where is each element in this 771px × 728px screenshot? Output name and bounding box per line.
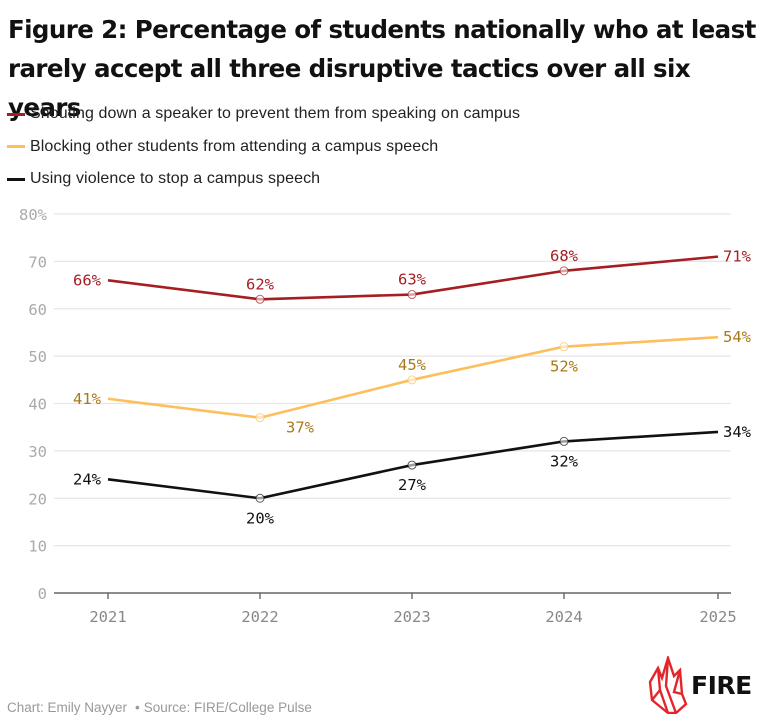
- x-tick-label: 2025: [699, 608, 736, 626]
- data-label: 20%: [246, 509, 275, 527]
- data-label: 41%: [73, 390, 102, 408]
- legend-label-blocking: Blocking other students from attending a…: [30, 137, 439, 155]
- x-tick-label: 2022: [241, 608, 278, 626]
- fire-logo: FIRE: [648, 656, 752, 714]
- data-label: 37%: [286, 419, 315, 437]
- y-tick-label: 10: [28, 538, 47, 556]
- gridlines: [54, 213, 731, 547]
- logo-text: FIRE: [691, 670, 752, 700]
- data-point: [407, 375, 417, 385]
- y-tick-label: 40: [28, 396, 47, 414]
- legend-swatch-blocking: [7, 145, 25, 149]
- source-credit: Source: FIRE/College Pulse: [143, 700, 312, 715]
- data-point: [407, 460, 417, 470]
- footer: Chart: Emily Nayyer • Source: FIRE/College…: [7, 700, 312, 715]
- data-point: [407, 290, 417, 300]
- data-labels: 66% 62% 63% 68% 71% 41% 37% 45% 52% 54% 24% 20% 27% 3…: [73, 247, 752, 527]
- data-label: 63%: [398, 271, 427, 289]
- y-tick-label: 30: [28, 443, 47, 461]
- data-label: 24%: [73, 470, 102, 488]
- legend-swatch-shouting: [7, 112, 25, 116]
- data-point: [559, 342, 569, 352]
- series-lines: [107, 255, 719, 503]
- footer-separator: •: [135, 700, 140, 715]
- flame-icon: [648, 656, 688, 714]
- data-label: 45%: [398, 356, 427, 374]
- chart-title: Figure 2: Percentage of students nationa…: [8, 15, 756, 122]
- y-tick-label: 50: [28, 348, 47, 366]
- data-point: [559, 436, 569, 446]
- data-label: 52%: [550, 358, 579, 376]
- data-point: [255, 413, 265, 423]
- data-label: 62%: [246, 275, 275, 293]
- legend-item-shouting: Shouting down a speaker to prevent them …: [7, 98, 520, 131]
- data-point: [255, 493, 265, 503]
- chart-credit: Chart: Emily Nayyer: [7, 700, 128, 715]
- data-point: [255, 294, 265, 304]
- legend-item-violence: Using violence to stop a campus speech: [7, 163, 520, 196]
- legend-label-violence: Using violence to stop a campus speech: [30, 170, 321, 188]
- data-label: 34%: [723, 423, 752, 441]
- y-tick-label: 70: [28, 253, 47, 271]
- y-tick-label: 0: [38, 585, 47, 603]
- data-point: [559, 266, 569, 276]
- legend-swatch-violence: [7, 177, 25, 181]
- y-axis-ticks: 0 10 20 30 40 50 60 70 80%: [19, 206, 48, 603]
- x-tick-label: 2024: [545, 608, 582, 626]
- data-label: 32%: [550, 452, 579, 470]
- y-tick-label: 20: [28, 490, 47, 508]
- legend-label-shouting: Shouting down a speaker to prevent them …: [30, 105, 521, 123]
- data-label: 66%: [73, 271, 102, 289]
- x-tick-label: 2023: [393, 608, 430, 626]
- data-label: 27%: [398, 476, 427, 494]
- data-label: 54%: [723, 328, 752, 346]
- legend: Shouting down a speaker to prevent them …: [7, 98, 520, 196]
- y-tick-label: 80%: [19, 206, 48, 224]
- data-label: 68%: [550, 247, 579, 265]
- x-tick-label: 2021: [89, 608, 126, 626]
- x-axis: 2021 2022 2023 2024 2025: [54, 592, 737, 626]
- legend-item-blocking: Blocking other students from attending a…: [7, 131, 520, 164]
- data-label: 71%: [723, 248, 752, 266]
- y-tick-label: 60: [28, 301, 47, 319]
